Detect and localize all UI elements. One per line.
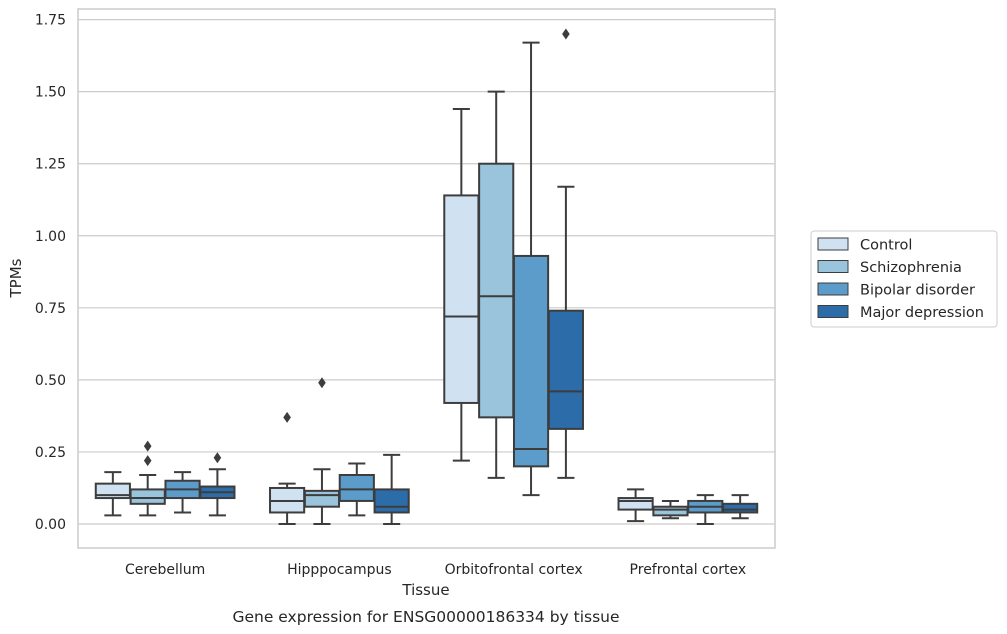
outlier-point (143, 455, 152, 467)
legend-swatch (817, 282, 849, 296)
y-tick-label: 1.00 (35, 229, 66, 245)
legend-swatch (817, 237, 849, 251)
y-tick-label: 1.50 (35, 85, 66, 101)
box (617, 497, 654, 511)
legend-label: Schizophrenia (860, 260, 962, 276)
box (478, 162, 515, 419)
box-group (617, 488, 654, 523)
box (443, 194, 480, 404)
legend-label: Bipolar disorder (860, 283, 975, 299)
box (338, 474, 375, 502)
box-group (687, 494, 724, 525)
legend: Control Schizophrenia Bipolar disorder Majo… (810, 230, 998, 328)
outlier-point (562, 28, 570, 40)
outlier-point (143, 440, 152, 452)
x-tick-label: Cerebellum (125, 562, 205, 578)
box (547, 309, 584, 430)
x-tick-label: Hipppocampus (287, 562, 392, 578)
y-tick-label: 0.00 (35, 517, 66, 533)
figure-caption: Gene expression for ENSG00000186334 by t… (232, 608, 619, 626)
box-group (303, 377, 341, 525)
gridlines (78, 19, 775, 525)
box (512, 254, 550, 468)
legend-label: Control (860, 238, 912, 254)
y-tick-label: 0.75 (35, 301, 66, 317)
box-group (269, 411, 306, 525)
x-axis-tick-labels: Cerebellum Hipppocampus Orbitofrontal cort… (125, 562, 746, 578)
outlier-point (318, 377, 326, 389)
outlier-point (283, 411, 291, 423)
box-group (373, 453, 410, 525)
x-tick-label: Prefrontal cortex (630, 562, 747, 578)
box-group (199, 452, 236, 517)
y-tick-label: 0.25 (35, 445, 66, 461)
box (722, 502, 759, 514)
y-axis-tick-labels: 0.00 0.25 0.50 0.75 1.00 1.25 1.50 1.75 (35, 13, 66, 533)
box-group (512, 41, 550, 497)
box-group (652, 499, 689, 520)
box-group (478, 90, 515, 479)
box-group (547, 28, 584, 479)
boxes (94, 28, 759, 525)
x-axis-title: Tissue (401, 581, 449, 599)
box-group (338, 462, 375, 517)
box (303, 489, 341, 508)
box-group (94, 471, 131, 517)
box (652, 505, 689, 517)
box-group (443, 107, 480, 462)
legend-swatch (817, 305, 849, 318)
y-axis-title: TPMs (7, 258, 25, 298)
y-tick-label: 0.50 (35, 373, 66, 389)
plot-area-frame (77, 8, 776, 549)
legend-frame (810, 230, 998, 328)
box-group (164, 471, 201, 514)
x-tick-label: Orbitofrontal cortex (445, 562, 583, 578)
box-group (129, 440, 166, 517)
outlier-point (213, 452, 222, 464)
y-tick-label: 1.25 (35, 157, 66, 173)
box-group (722, 494, 759, 520)
box (129, 488, 166, 505)
legend-label: Major depression (860, 305, 984, 321)
y-tick-label: 1.75 (35, 13, 66, 29)
legend-swatch (817, 260, 849, 273)
box (373, 488, 410, 514)
